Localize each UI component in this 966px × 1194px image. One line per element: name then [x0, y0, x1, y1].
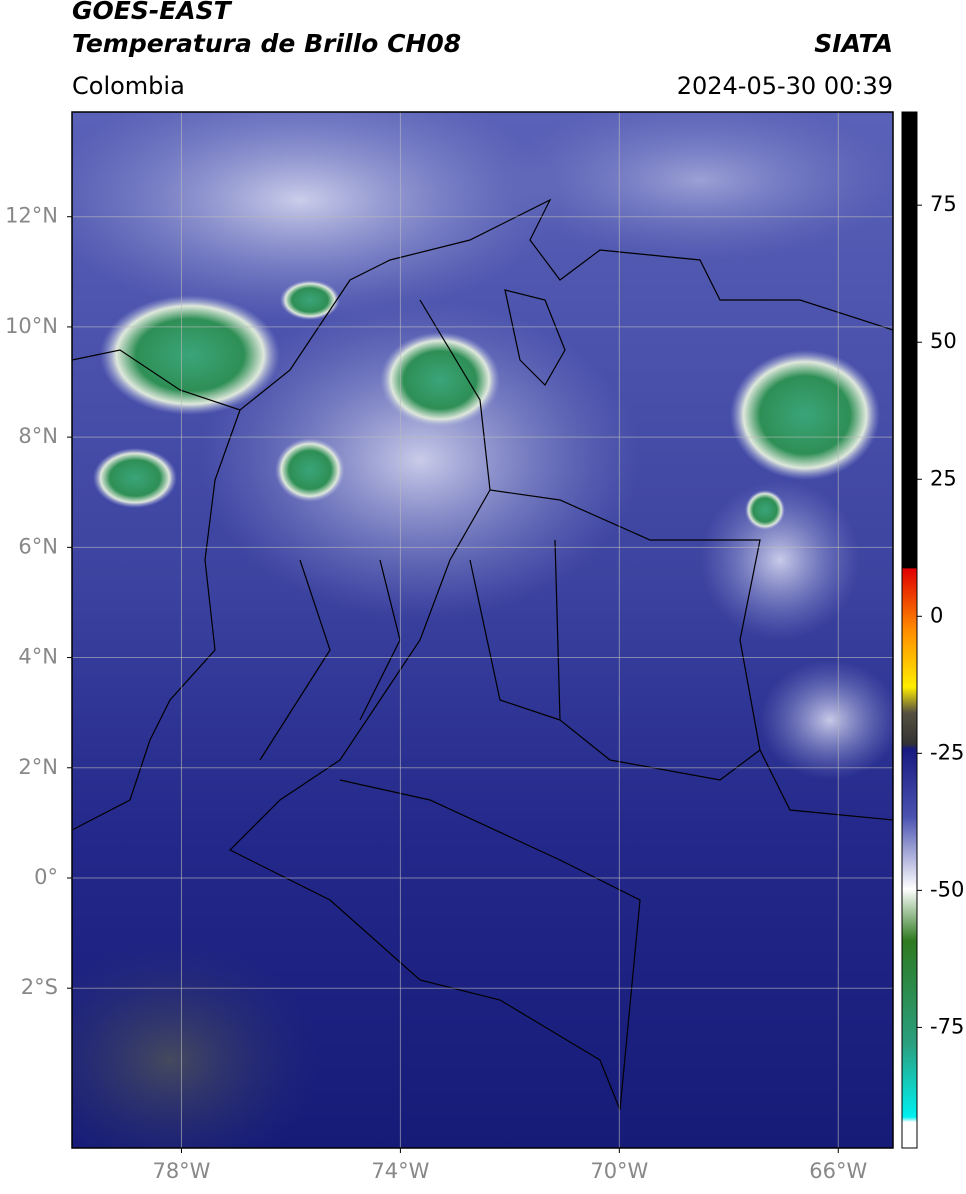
- colorbar-label: 50: [930, 329, 957, 353]
- colorbar-label: -75: [930, 1014, 964, 1038]
- colorbar: [901, 111, 918, 1149]
- y-tick-label: 4°N: [18, 645, 58, 669]
- colorbar-label: -50: [930, 877, 964, 901]
- y-tick-label: 2°N: [18, 755, 58, 779]
- x-tick-label: 74°W: [371, 1159, 429, 1183]
- y-tick-label: 8°N: [18, 424, 58, 448]
- x-tick-label: 70°W: [590, 1159, 648, 1183]
- y-tick-label: 10°N: [5, 314, 58, 338]
- subtitle: Temperatura de Brillo CH08: [72, 29, 461, 58]
- datetime: 2024-05-30 00:39: [677, 72, 893, 100]
- y-tick-label: 12°N: [5, 204, 58, 228]
- colorbar-label: 0: [930, 603, 943, 627]
- colorbar-label: -25: [930, 740, 964, 764]
- map-image: [72, 112, 893, 1148]
- y-tick-label: 2°S: [21, 975, 58, 999]
- title: GOES-EAST: [72, 0, 233, 25]
- x-tick-label: 78°W: [152, 1159, 210, 1183]
- colorbar-label: 75: [930, 192, 957, 216]
- region: Colombia: [72, 72, 185, 100]
- y-tick-label: 6°N: [18, 534, 58, 558]
- source: SIATA: [814, 29, 893, 58]
- y-tick-label: 0°: [34, 865, 58, 889]
- map-frame: [71, 111, 894, 1149]
- colorbar-label: 25: [930, 466, 957, 490]
- x-tick-label: 66°W: [809, 1159, 867, 1183]
